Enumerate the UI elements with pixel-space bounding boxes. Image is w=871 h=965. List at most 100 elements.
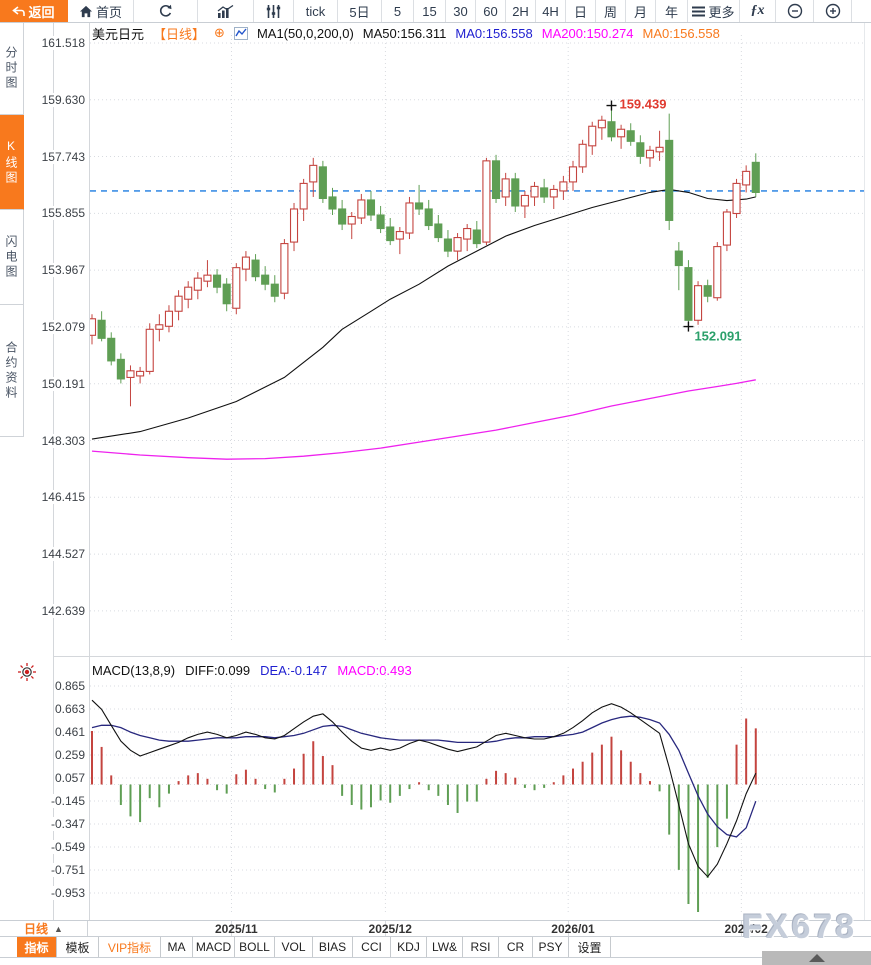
candle [626, 123, 635, 146]
candle [126, 365, 135, 407]
toolbar-item-h4[interactable]: 4H [536, 0, 566, 22]
indicator-tab-BOLL[interactable]: BOLL [235, 937, 275, 957]
macd-axis-label: -0.347 [49, 817, 86, 831]
candle [713, 242, 722, 301]
month-tick [568, 921, 570, 936]
indicator-tab-LW&[interactable]: LW& [427, 937, 463, 957]
candle [97, 311, 106, 342]
indicator-tab-MACD[interactable]: MACD [193, 937, 235, 957]
toolbar-item-label: 4H [542, 3, 559, 19]
macd-indicator-chart[interactable] [90, 657, 864, 920]
low-price-marker: 152.091 [683, 321, 741, 344]
date-label: 2025/12 [368, 922, 412, 936]
indicator-tab-指标[interactable]: 指标 [17, 937, 57, 957]
indicator-settings-icon[interactable] [17, 662, 37, 687]
ma200-value: MA200:150.274 [541, 25, 634, 41]
month-tick [741, 921, 743, 936]
indicator-tab-RSI[interactable]: RSI [463, 937, 499, 957]
refresh-icon [158, 4, 173, 19]
indicator-tab-设置[interactable]: 设置 [569, 937, 611, 957]
indicator-tab-CCI[interactable]: CCI [353, 937, 391, 957]
indicator-tab-PSY[interactable]: PSY [533, 937, 569, 957]
plot-right-border [864, 23, 865, 920]
candle [453, 233, 462, 261]
macd-dea-value: DEA:-0.147 [260, 663, 328, 678]
scrollbar-expand-icon [808, 954, 825, 962]
macd-header: MACD(13,8,9) DIFF:0.099 DEA:-0.147 MACD:… [92, 663, 412, 678]
ma-settings-label: MA1(50,0,200,0) [256, 25, 354, 41]
horizontal-scrollbar[interactable] [762, 951, 871, 965]
indicator-toolbar: 指标 模板 VIP指标 MA MACD BOLL VOL BIAS CCI KDJ LW& RSI CR… [0, 937, 871, 958]
indicator-tab-MA[interactable]: MA [161, 937, 193, 957]
sidebar-tab-3[interactable]: 闪电图 [0, 210, 24, 305]
candle [443, 230, 452, 258]
toolbar-item-label: 60 [483, 3, 498, 19]
candle [645, 145, 655, 167]
toolbar-item-5d[interactable]: 5日 [338, 0, 382, 22]
macd-macd-value: MACD:0.493 [337, 663, 412, 678]
toolbar-item-tick[interactable]: tick [294, 0, 338, 22]
toolbar-item-day[interactable]: 日 [566, 0, 596, 22]
toolbar-item-label: 日 [573, 4, 587, 20]
toolbar-item-zoom-out[interactable] [776, 0, 814, 22]
date-axis-strip: 日线 ▲ 2025/11 2025/12 2026/01 2026/02 [0, 920, 871, 937]
sidebar-tab-1[interactable]: 分时图 [0, 23, 24, 115]
main-price-chart[interactable]: 159.439 152.091 [90, 23, 864, 656]
toolbar-item-label: 2H [512, 3, 529, 19]
indicator-tab-KDJ[interactable]: KDJ [391, 937, 427, 957]
period-selector[interactable]: 日线 ▲ [0, 921, 88, 936]
gutter-divider [53, 23, 54, 920]
candle [684, 260, 693, 327]
candle [703, 279, 712, 303]
toolbar-item-chart-type[interactable] [198, 0, 254, 22]
candle [299, 178, 308, 222]
indicator-tab-模板[interactable]: 模板 [57, 937, 99, 957]
month-tick [231, 921, 233, 936]
kline-style-icon[interactable] [233, 26, 248, 40]
toolbar-item-m15[interactable]: 15 [414, 0, 446, 22]
candle [174, 290, 183, 321]
candle [222, 278, 231, 312]
candle [568, 160, 578, 191]
price-axis-label: 152.079 [40, 319, 86, 334]
toolbar-item-m30[interactable]: 30 [446, 0, 476, 22]
price-axis-label: 142.639 [40, 603, 86, 618]
toolbar-item-week[interactable]: 周 [596, 0, 626, 22]
toolbar-item-h2[interactable]: 2H [506, 0, 536, 22]
toolbar-item-refresh[interactable] [134, 0, 198, 22]
toolbar-item-m60[interactable]: 60 [476, 0, 506, 22]
toolbar-item-indicator-settings[interactable] [254, 0, 294, 22]
toolbar-item-zoom-in[interactable] [814, 0, 852, 22]
candle [270, 275, 279, 303]
add-compare-icon[interactable]: ⊕ [214, 25, 225, 40]
candle [588, 121, 597, 155]
toolbar-item-home[interactable]: 首页 [68, 0, 134, 22]
toolbar-item-year[interactable]: 年 [656, 0, 688, 22]
toolbar-item-label: 5 [393, 3, 402, 19]
macd-axis-label: 0.057 [53, 771, 86, 785]
toolbar-item-m5[interactable]: 5 [382, 0, 414, 22]
candle [366, 190, 376, 222]
toolbar-item-label: 周 [603, 4, 617, 20]
candle [549, 184, 558, 209]
indicator-tab-VOL[interactable]: VOL [275, 937, 313, 957]
price-axis-label: 144.527 [40, 547, 86, 562]
zoom-out-icon [787, 3, 803, 19]
sidebar-tab-4[interactable]: 合约资料 [0, 305, 24, 437]
dea-line [91, 715, 757, 838]
toolbar-item-back[interactable]: 返回 [0, 0, 68, 22]
candle [145, 323, 154, 375]
indicator-tab-CR[interactable]: CR [499, 937, 533, 957]
toolbar-item-month[interactable]: 月 [626, 0, 656, 22]
sidebar-tab-2[interactable]: K线图 [0, 115, 24, 210]
indicator-tab-VIP指标[interactable]: VIP指标 [99, 937, 161, 957]
back-icon [12, 5, 26, 17]
indicator-tab-BIAS[interactable]: BIAS [313, 937, 353, 957]
high-price-marker: 159.439 [606, 97, 666, 112]
chart-title-bar: 美元日元 【日线】 ⊕ MA1(50,0,200,0) MA50:156.311… [92, 25, 720, 42]
svg-text:152.091: 152.091 [694, 329, 741, 344]
candle [90, 314, 97, 345]
macd-axis-label: 0.663 [53, 702, 86, 716]
toolbar-item-more[interactable]: 更多 [688, 0, 740, 22]
toolbar-item-fx[interactable]: ƒx [740, 0, 776, 22]
